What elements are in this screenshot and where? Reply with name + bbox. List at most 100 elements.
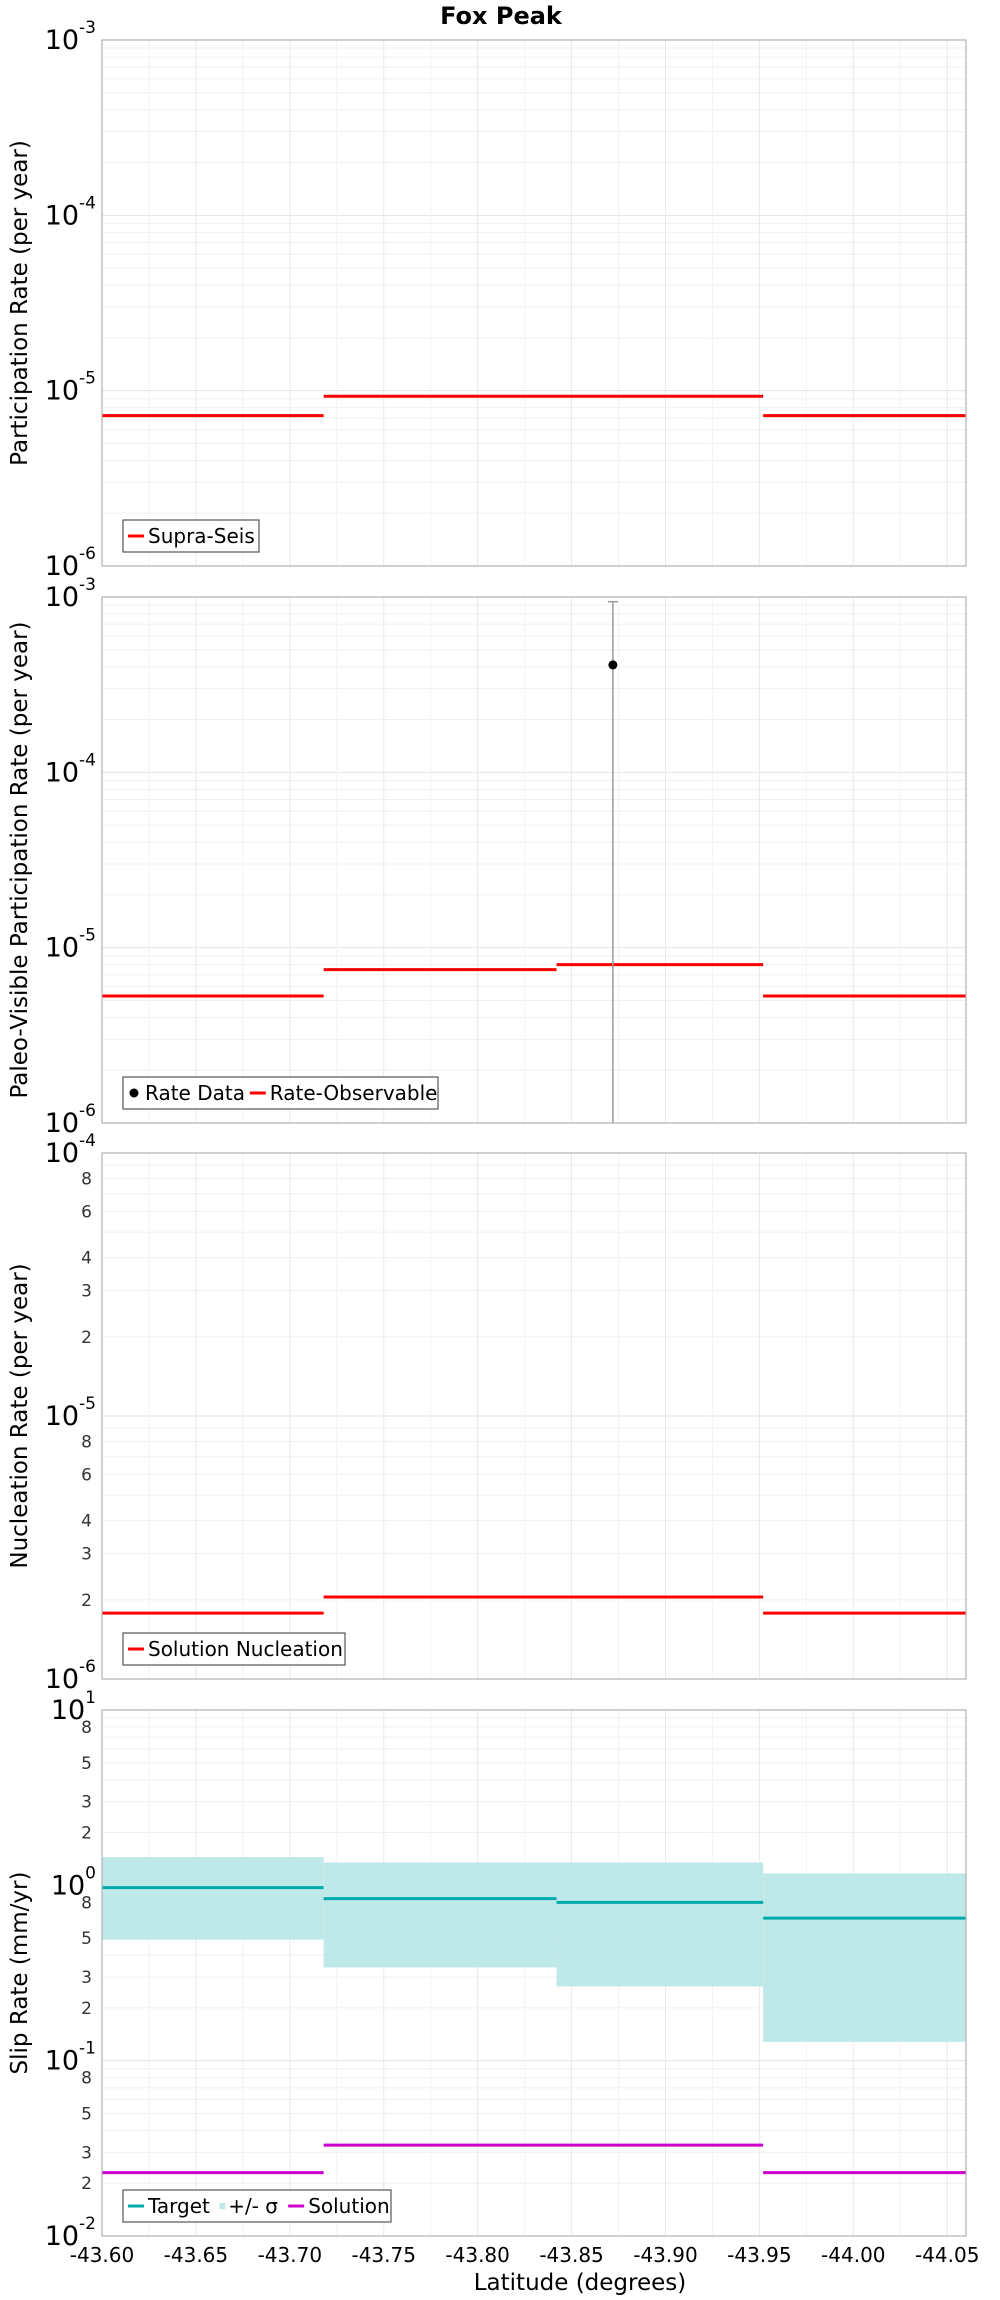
- y-tick-label: 10-6: [45, 1101, 96, 1139]
- y-minor-tick-label: 8: [81, 1169, 92, 1189]
- y-tick-label: 10-5: [45, 1394, 96, 1432]
- x-axis-label: Latitude (degrees): [474, 2270, 687, 2296]
- y-tick-exponent: -2: [79, 2214, 96, 2234]
- x-tick-label: -43.70: [258, 2243, 322, 2267]
- y-minor-tick-label: 3: [81, 1282, 92, 1302]
- y-minor-tick-label: 8: [81, 1893, 92, 1913]
- y-tick-label: 10-6: [45, 544, 96, 582]
- x-tick-label: -43.60: [70, 2243, 134, 2267]
- y-minor-tick-label: 2: [81, 2174, 92, 2194]
- series-rate-observable: [102, 963, 966, 998]
- y-tick-label: 10-3: [45, 18, 96, 56]
- y-axis-label: Slip Rate (mm/yr): [7, 1872, 33, 2075]
- legend-label: Solution Nucleation: [148, 1637, 343, 1661]
- y-tick-base: 10: [45, 2046, 79, 2077]
- y-minor-tick-label: 8: [81, 2069, 92, 2089]
- y-tick-label: 10-2: [45, 2214, 96, 2252]
- y-minor-tick-label: 6: [81, 1202, 92, 1222]
- y-axis-label: Participation Rate (per year): [7, 140, 33, 466]
- x-tick-label: -43.90: [633, 2243, 697, 2267]
- y-tick-base: 10: [45, 2221, 79, 2252]
- y-tick-exponent: 1: [85, 1688, 96, 1708]
- data-point: [608, 660, 618, 670]
- x-tick-label: -43.65: [164, 2243, 228, 2267]
- x-tick-label: -43.95: [727, 2243, 791, 2267]
- y-tick-label: 10-5: [45, 369, 96, 407]
- y-tick-label: 100: [51, 1863, 96, 1901]
- y-tick-exponent: -5: [79, 369, 96, 389]
- y-tick-base: 10: [45, 933, 79, 964]
- grid-lines: [101, 40, 966, 566]
- y-tick-base: 10: [45, 757, 79, 788]
- y-tick-base: 10: [45, 1108, 79, 1139]
- band-segment: [763, 1873, 966, 2042]
- y-minor-tick-label: 8: [81, 1432, 92, 1452]
- chart-title: Fox Peak: [440, 2, 563, 30]
- series-rate-data: [607, 600, 618, 1123]
- y-minor-tick-label: 2: [81, 1591, 92, 1611]
- legend-label: Rate-Observable: [270, 1081, 438, 1105]
- legend-label: Solution: [308, 2194, 389, 2218]
- y-tick-exponent: -4: [79, 193, 96, 213]
- series-target: [102, 1886, 966, 1920]
- y-tick-exponent: -6: [79, 1101, 96, 1121]
- x-tick-label: -44.00: [821, 2243, 885, 2267]
- y-tick-exponent: -3: [79, 18, 96, 38]
- y-tick-exponent: -4: [79, 750, 96, 770]
- legend-label: Rate Data: [145, 1081, 245, 1105]
- y-tick-base: 10: [45, 25, 79, 56]
- legend-label: Target: [147, 2194, 210, 2218]
- y-tick-base: 10: [45, 551, 79, 582]
- y-tick-label: 101: [51, 1688, 96, 1726]
- y-minor-tick-label: 2: [81, 1824, 92, 1844]
- plot-frame: [101, 1152, 967, 1680]
- legend: Target +/- σ Solution: [122, 2189, 392, 2223]
- band-segment: [556, 1862, 764, 1987]
- y-tick-exponent: -5: [79, 926, 96, 946]
- y-minor-tick-label: 3: [81, 1545, 92, 1565]
- y-tick-label: 10-4: [45, 1131, 96, 1169]
- legend-label: +/- σ: [228, 2194, 278, 2218]
- y-minor-tick-label: 3: [81, 2143, 92, 2163]
- y-tick-base: 10: [45, 200, 79, 231]
- y-tick-base: 10: [45, 376, 79, 407]
- y-tick-base: 10: [45, 582, 79, 613]
- y-tick-base: 10: [45, 1401, 79, 1432]
- legend-box: [122, 2189, 392, 2223]
- y-minor-tick-label: 3: [81, 1793, 92, 1813]
- y-tick-label: 10-3: [45, 575, 96, 613]
- y-minor-tick-label: 4: [81, 1249, 92, 1269]
- legend-box: [122, 1632, 346, 1666]
- x-tick-label: -44.05: [915, 2243, 979, 2267]
- y-tick-exponent: -6: [79, 1657, 96, 1677]
- band-segment: [102, 1857, 324, 1940]
- legend: Rate Data Rate-Observable: [122, 1076, 439, 1110]
- legend: Solution Nucleation: [122, 1632, 346, 1666]
- y-minor-tick-label: 5: [81, 2104, 92, 2124]
- y-tick-base: 10: [51, 1695, 85, 1726]
- y-tick-label: 10-4: [45, 193, 96, 231]
- y-tick-base: 10: [45, 1664, 79, 1695]
- y-tick-label: 10-5: [45, 926, 96, 964]
- y-minor-tick-label: 5: [81, 1754, 92, 1774]
- series-supra-seis: [102, 394, 966, 418]
- y-minor-tick-label: 4: [81, 1512, 92, 1532]
- y-tick-label: 10-4: [45, 750, 96, 788]
- y-tick-exponent: -1: [79, 2039, 96, 2059]
- legend: Supra-Seis: [122, 519, 260, 553]
- y-tick-base: 10: [51, 1870, 85, 1901]
- y-tick-exponent: -3: [79, 575, 96, 595]
- series-solution: [102, 2143, 966, 2175]
- y-tick-exponent: -4: [79, 1131, 96, 1151]
- y-tick-exponent: 0: [85, 1863, 96, 1883]
- band-segment: [323, 1862, 557, 1968]
- y-tick-exponent: -5: [79, 1394, 96, 1414]
- y-minor-tick-label: 8: [81, 1718, 92, 1738]
- y-tick-base: 10: [45, 1138, 79, 1169]
- y-axis-label: Nucleation Rate (per year): [7, 1263, 33, 1568]
- legend-box: [122, 1076, 439, 1110]
